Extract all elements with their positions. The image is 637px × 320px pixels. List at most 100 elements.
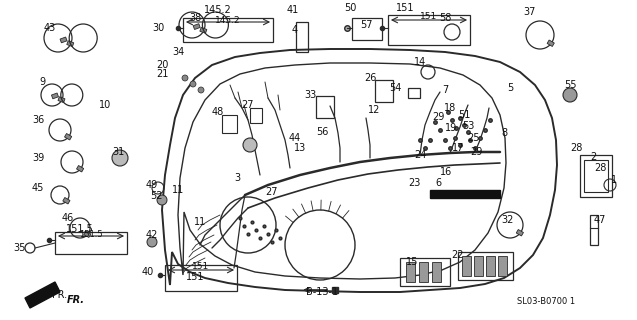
Text: 151: 151 (420, 12, 438, 21)
Text: 9: 9 (39, 77, 45, 87)
Bar (222, 115, 237, 133)
Circle shape (198, 87, 204, 93)
Text: 37: 37 (524, 7, 536, 17)
Text: 27: 27 (266, 187, 278, 197)
Text: 33: 33 (304, 90, 316, 100)
Bar (406, 262, 415, 282)
Circle shape (112, 150, 128, 166)
Text: 28: 28 (594, 163, 606, 173)
Circle shape (157, 195, 167, 205)
Text: 11: 11 (194, 217, 206, 227)
Text: 19: 19 (445, 123, 457, 133)
Bar (58, 97, 65, 103)
Text: 151: 151 (396, 3, 414, 13)
Text: 32: 32 (501, 215, 513, 225)
Text: 21: 21 (156, 69, 168, 79)
Text: 151.5: 151.5 (79, 230, 103, 239)
Text: 43: 43 (44, 23, 56, 33)
Circle shape (563, 88, 577, 102)
Bar (165, 265, 237, 291)
Bar (474, 256, 483, 276)
Bar (486, 256, 495, 276)
Text: 7: 7 (442, 85, 448, 95)
Text: 26: 26 (364, 73, 376, 83)
Text: 46: 46 (62, 213, 74, 223)
Bar (296, 22, 308, 52)
Bar (63, 197, 70, 204)
Circle shape (182, 75, 188, 81)
Text: 24: 24 (414, 150, 426, 160)
Bar (400, 258, 450, 286)
Text: 40: 40 (142, 267, 154, 277)
Text: 8: 8 (501, 128, 507, 138)
Bar (430, 190, 500, 198)
Text: 11: 11 (172, 185, 184, 195)
Text: 28: 28 (570, 143, 582, 153)
Bar (498, 256, 507, 276)
Text: 25: 25 (468, 133, 480, 143)
Text: 3: 3 (234, 173, 240, 183)
Text: 45: 45 (32, 183, 44, 193)
Text: 20: 20 (156, 60, 168, 70)
Text: 17: 17 (452, 143, 464, 153)
Text: 58: 58 (439, 13, 451, 23)
Text: 145.2: 145.2 (215, 16, 241, 25)
Text: 49: 49 (146, 180, 158, 190)
Text: 29: 29 (432, 112, 444, 122)
Bar (64, 133, 72, 140)
Bar (55, 232, 127, 254)
Text: 55: 55 (564, 80, 576, 90)
Bar (60, 37, 67, 43)
Circle shape (243, 138, 257, 152)
Text: SL03-B0700 1: SL03-B0700 1 (517, 298, 575, 307)
Text: 38: 38 (189, 13, 201, 23)
Text: 22: 22 (452, 250, 464, 260)
Bar (250, 108, 262, 123)
Text: B-13-1: B-13-1 (306, 287, 338, 297)
Bar (580, 155, 612, 197)
Text: 39: 39 (32, 153, 44, 163)
Text: 48: 48 (212, 107, 224, 117)
Text: 47: 47 (594, 215, 606, 225)
Text: 2: 2 (590, 152, 596, 162)
Bar (193, 24, 200, 29)
Text: 27: 27 (242, 100, 254, 110)
Circle shape (190, 81, 196, 87)
Text: 31: 31 (112, 147, 124, 157)
Bar (76, 165, 83, 172)
Text: 35: 35 (14, 243, 26, 253)
Text: 34: 34 (172, 47, 184, 57)
Bar (458, 252, 513, 280)
Text: 54: 54 (389, 83, 401, 93)
Bar (432, 262, 441, 282)
Circle shape (147, 237, 157, 247)
Bar (590, 215, 598, 245)
Text: 51: 51 (458, 110, 470, 120)
Text: 50: 50 (344, 3, 356, 13)
Bar (547, 40, 554, 46)
Text: 145.2: 145.2 (204, 5, 232, 15)
Bar (408, 88, 420, 98)
Text: 36: 36 (32, 115, 44, 125)
Text: 56: 56 (316, 127, 328, 137)
Bar (516, 229, 524, 236)
Text: 23: 23 (408, 178, 420, 188)
Bar (52, 93, 59, 99)
Bar (584, 160, 608, 192)
Bar (316, 96, 334, 118)
Text: FR.: FR. (52, 290, 68, 300)
Text: 151.5: 151.5 (66, 224, 94, 234)
Text: 29: 29 (470, 147, 482, 157)
Text: 151: 151 (192, 262, 210, 271)
Text: 5: 5 (507, 83, 513, 93)
Text: 42: 42 (146, 230, 158, 240)
Bar (375, 80, 393, 102)
Bar (419, 262, 428, 282)
Bar (200, 28, 207, 33)
Bar (183, 18, 273, 42)
Text: 1: 1 (611, 175, 617, 185)
Text: 18: 18 (444, 103, 456, 113)
Text: FR.: FR. (67, 295, 85, 305)
Text: 12: 12 (368, 105, 380, 115)
Bar (83, 231, 91, 237)
